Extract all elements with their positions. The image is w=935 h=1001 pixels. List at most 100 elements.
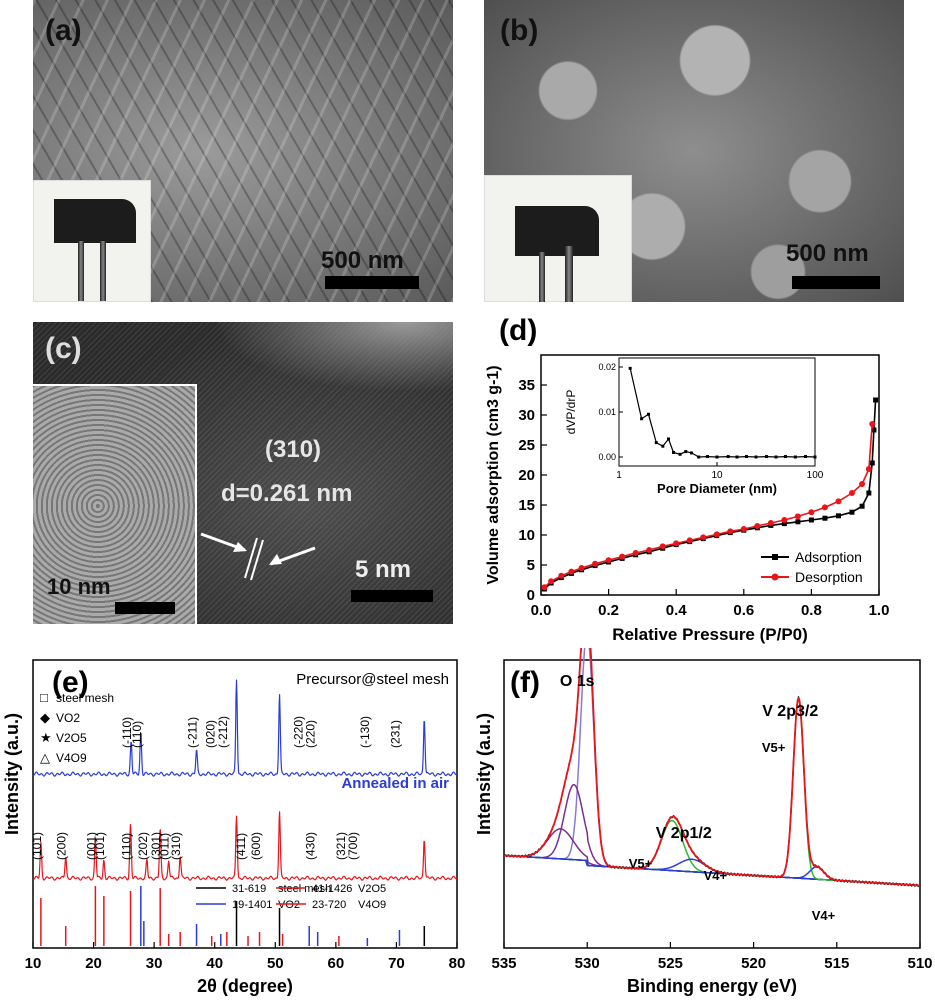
data-point (740, 526, 747, 532)
chart-f-xps: 535 530 525 520 515 510 Binding energy (eV) Int… (474, 648, 933, 996)
series-line-desorption (543, 423, 873, 588)
panel-label: (d) (499, 314, 537, 347)
inset-data-point (661, 444, 665, 448)
data-point (859, 503, 865, 509)
data-point (673, 540, 680, 547)
steel-mesh-photo-inset-b (484, 175, 632, 302)
legend-label: V4O9 (56, 751, 87, 765)
inset-x-label: Pore Diameter (nm) (657, 481, 777, 496)
inset-data-point (654, 441, 658, 445)
data-point (659, 543, 666, 550)
peak-annotation: V 2p1/2 (656, 825, 712, 842)
inset-data-point (726, 455, 730, 459)
inset-data-point (793, 455, 797, 459)
scale-bar (792, 276, 880, 289)
peak-index-label: (202) (136, 832, 150, 860)
inset-data-point (804, 455, 808, 459)
y-axis-label: Intensity (a.u.) (2, 713, 22, 835)
y-tick-label: 10 (518, 527, 535, 544)
peak-index-label: (231) (388, 720, 402, 748)
peak-index-label: (700) (346, 832, 360, 860)
data-point (592, 560, 599, 567)
peak-index-label: (110) (120, 833, 134, 860)
data-point (835, 513, 841, 519)
panel-label: (b) (500, 14, 539, 47)
y-axis-label: Volume adsorption (cm3 g-1) (485, 365, 502, 584)
y-tick-label: 15 (518, 497, 535, 514)
legend-marker (771, 573, 779, 581)
x-tick-label: 530 (575, 955, 600, 972)
data-point (767, 520, 774, 526)
reference-legend-name: V4O9 (358, 899, 386, 911)
peak-index-label: (310) (169, 832, 183, 860)
inset-data-point (667, 437, 671, 441)
data-point (866, 490, 872, 496)
y-tick-label: 25 (518, 437, 535, 454)
x-tick-label: 515 (824, 955, 849, 972)
peak-index-label: (001) (84, 832, 98, 860)
peak-index-label: (-110) (120, 717, 134, 748)
peak-index-label: (430) (304, 832, 318, 860)
series-label: Annealed in air (341, 775, 449, 792)
data-point (865, 466, 872, 472)
x-tick-label: 0.0 (531, 602, 552, 619)
peak-index-label: (110) (130, 721, 144, 748)
lattice-plane-label: (310) (265, 436, 322, 463)
plot-frame (32, 659, 458, 949)
data-point (848, 490, 855, 496)
y-tick-label: 0 (527, 587, 535, 604)
inset-y-tick-label: 0.01 (598, 407, 616, 417)
data-point (859, 481, 866, 487)
data-point (822, 515, 828, 521)
x-tick-label: 40 (206, 955, 223, 972)
inset-x-tick-label: 100 (807, 470, 824, 481)
panel-label: (c) (45, 332, 82, 365)
peak-index-label: (200) (55, 832, 69, 860)
panel-label: (f) (510, 666, 540, 699)
peak-index-label: (020) (204, 720, 218, 748)
panel-label: (a) (45, 14, 82, 47)
legend-symbol: △ (40, 750, 50, 765)
xrd-trace (32, 679, 458, 777)
x-tick-label: 60 (328, 955, 345, 972)
data-point (605, 557, 612, 564)
data-point (808, 509, 815, 516)
data-point (873, 397, 879, 403)
x-tick-label: 1.0 (869, 602, 890, 619)
peak-index-label: (101) (30, 832, 44, 860)
panel-label: (e) (52, 666, 89, 699)
inset-data-point (745, 455, 749, 459)
inset-y-label: dVP/drP (564, 390, 578, 435)
inset-data-point (715, 455, 719, 459)
reference-legend-code: 23-720 (312, 899, 346, 911)
scale-bar (325, 276, 419, 289)
x-tick-label: 0.6 (733, 602, 754, 619)
inset-y-tick-label: 0.00 (598, 452, 616, 462)
inset-data-point (647, 412, 651, 416)
peak-annotation: V5+ (762, 740, 786, 755)
scale-bar (351, 590, 433, 602)
data-point (727, 528, 734, 535)
x-tick-label: 520 (741, 955, 766, 972)
inset-data-point (735, 455, 739, 459)
sem-image-b: 500 nm (b) (484, 0, 904, 302)
x-axis-label: 2θ (degree) (197, 976, 293, 996)
reference-legend-name: steel mesh (278, 883, 331, 895)
x-tick-label: 70 (388, 955, 405, 972)
legend-label: Desorption (795, 569, 863, 585)
scale-label: 5 nm (355, 556, 412, 583)
chart-e-xrd: 10 20 30 40 50 60 70 80 2θ (degree) Intensity (a.… (2, 659, 465, 996)
x-tick-label: 10 (25, 955, 42, 972)
tweezer-rod-icon (539, 252, 545, 302)
legend-symbol: ◆ (40, 710, 50, 725)
peak-index-label: (-212) (216, 716, 230, 748)
peak-annotation: V4+ (704, 868, 728, 883)
inset-frame (618, 357, 816, 467)
legend-label: VO2 (56, 711, 80, 725)
scale-bar (115, 602, 175, 614)
tem-image-c: 10 nm (310) d=0.261 nm 5 nm (c) (33, 322, 453, 624)
xrd-trace (32, 811, 458, 881)
peak-annotation: V4+ (812, 908, 836, 923)
peak-index-label: (101) (93, 832, 107, 860)
inset-data-point (678, 452, 682, 456)
